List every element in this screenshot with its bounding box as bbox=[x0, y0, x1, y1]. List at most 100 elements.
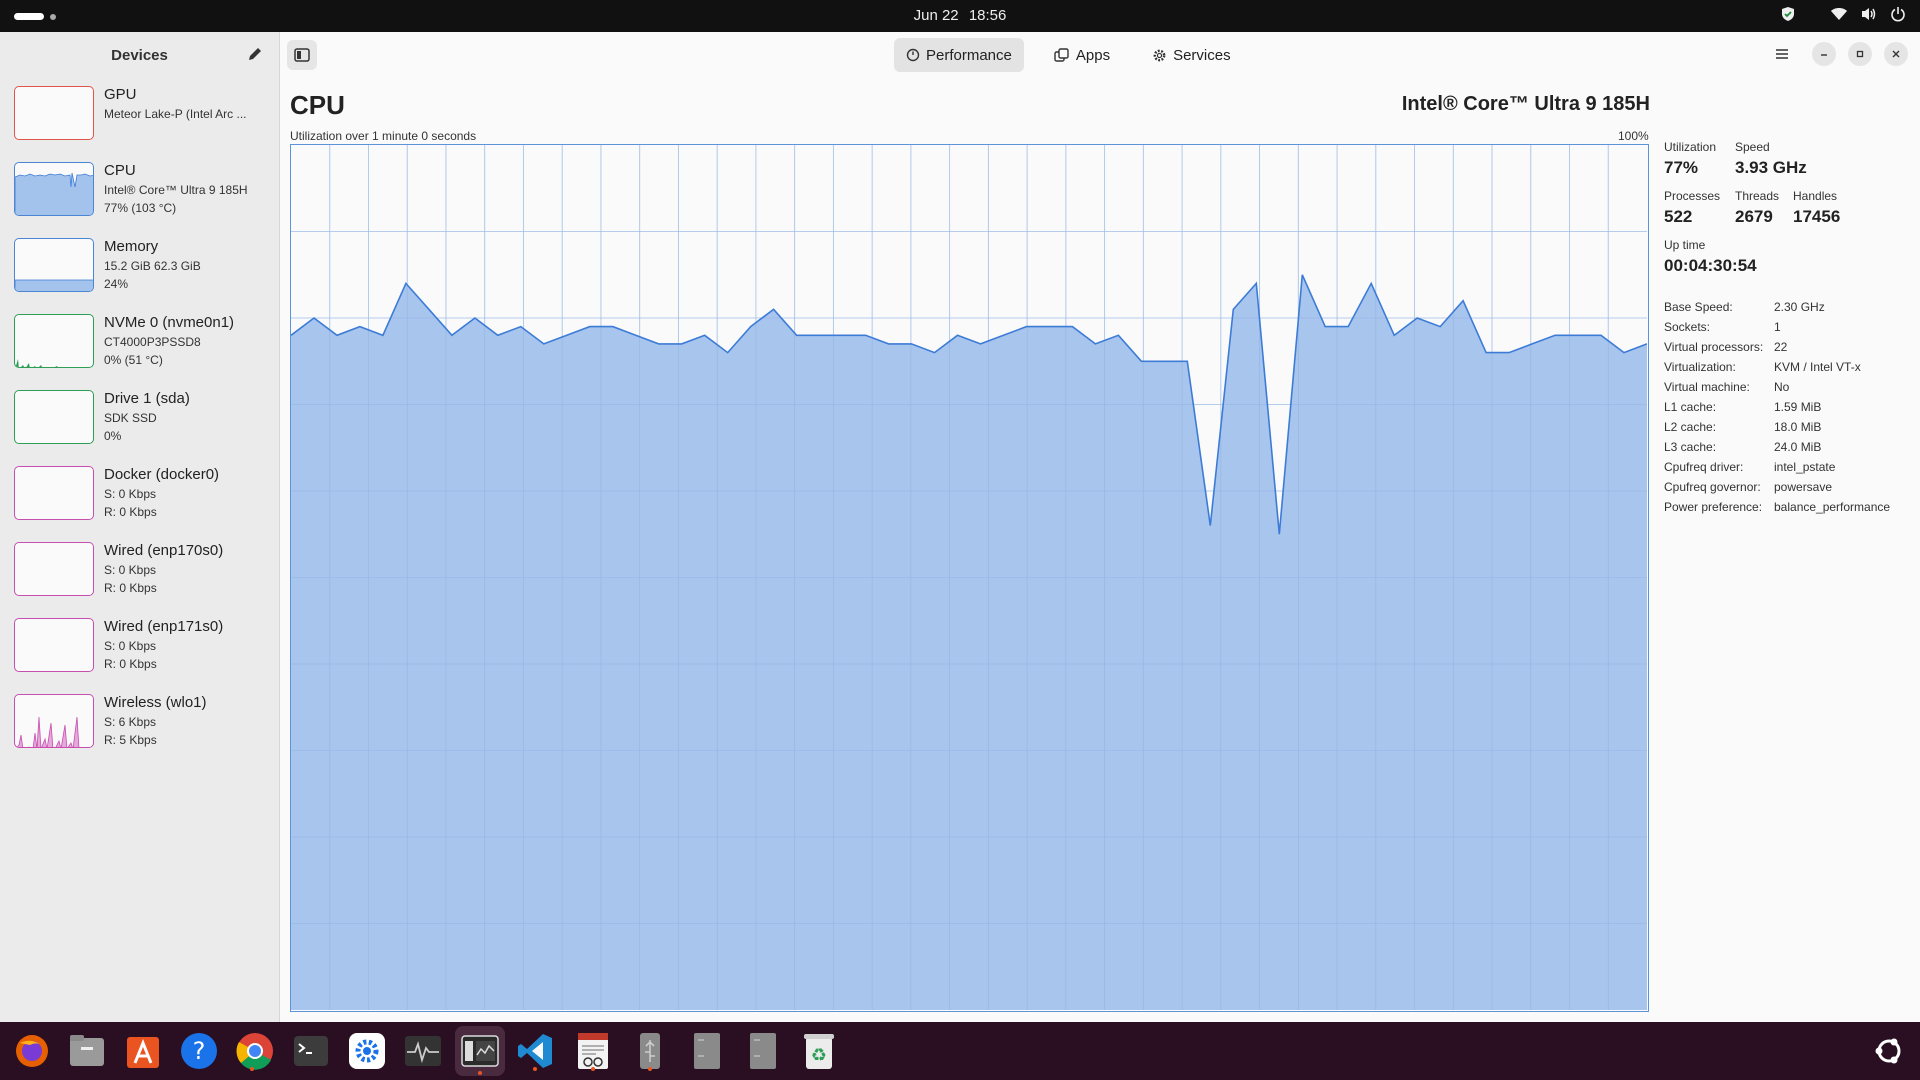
workspace-dot[interactable] bbox=[50, 14, 56, 20]
info-key: Virtualization: bbox=[1664, 360, 1736, 374]
help-icon[interactable]: ? bbox=[178, 1030, 220, 1072]
cpu-info-list: Base Speed: 2.30 GHz Sockets: 1 Virtual pr… bbox=[1664, 297, 1890, 517]
device-wireless[interactable]: Wireless (wlo1) S: 6 Kbps R: 5 Kbps bbox=[0, 686, 279, 762]
firefox-icon[interactable] bbox=[11, 1030, 53, 1072]
minimize-button[interactable] bbox=[1812, 42, 1836, 66]
info-value: KVM / Intel VT-x bbox=[1774, 360, 1861, 374]
device-receive-rate: R: 0 Kbps bbox=[104, 505, 157, 519]
system-tray[interactable] bbox=[1780, 6, 1906, 22]
device-graph-thumbnail bbox=[14, 618, 94, 672]
device-name: NVMe 0 (nvme0n1) bbox=[104, 314, 235, 331]
device-name: Drive 1 (sda) bbox=[104, 390, 190, 407]
maximize-button[interactable] bbox=[1848, 42, 1872, 66]
stat-label: Handles bbox=[1793, 189, 1838, 203]
device-docker[interactable]: Docker (docker0) S: 0 Kbps R: 0 Kbps bbox=[0, 458, 279, 534]
hamburger-icon bbox=[1776, 49, 1788, 59]
usb-icon[interactable] bbox=[629, 1030, 671, 1072]
info-value: intel_pstate bbox=[1774, 460, 1836, 474]
info-value: balance_performance bbox=[1774, 500, 1891, 514]
device-receive-rate: R: 0 Kbps bbox=[104, 657, 157, 671]
chrome-icon[interactable] bbox=[234, 1030, 276, 1072]
restore-icon bbox=[1856, 50, 1864, 58]
vscode-icon[interactable] bbox=[514, 1030, 556, 1072]
resources-icon[interactable] bbox=[455, 1026, 505, 1076]
stat-handles: Handles 17456 bbox=[1793, 189, 1840, 227]
document-viewer-icon[interactable] bbox=[572, 1030, 614, 1072]
device-send-rate: S: 0 Kbps bbox=[104, 563, 157, 577]
info-row: Cpufreq driver: intel_pstate bbox=[1664, 457, 1890, 477]
info-value: 1.59 MiB bbox=[1774, 400, 1822, 414]
device-wired-171[interactable]: Wired (enp171s0) S: 0 Kbps R: 0 Kbps bbox=[0, 610, 279, 686]
settings-icon[interactable] bbox=[346, 1030, 388, 1072]
graph-max-label: 100% bbox=[1618, 129, 1649, 143]
volume-icon[interactable] bbox=[1860, 6, 1878, 22]
device-name: Wired (enp171s0) bbox=[104, 618, 224, 635]
running-indicator bbox=[648, 1067, 652, 1071]
app-center-icon[interactable] bbox=[122, 1030, 164, 1072]
close-button[interactable] bbox=[1884, 42, 1908, 66]
device-wired-170[interactable]: Wired (enp170s0) S: 0 Kbps R: 0 Kbps bbox=[0, 534, 279, 610]
info-value: 22 bbox=[1774, 340, 1788, 354]
trash-icon[interactable]: ♻ bbox=[798, 1030, 840, 1072]
tab-performance[interactable]: Performance bbox=[894, 38, 1024, 72]
info-key: L2 cache: bbox=[1664, 420, 1717, 434]
device-name: Docker (docker0) bbox=[104, 466, 220, 483]
workspace-indicator[interactable] bbox=[14, 13, 44, 20]
gauge-icon bbox=[906, 48, 920, 62]
device-drive[interactable]: Drive 1 (sda) SDK SSD 0% bbox=[0, 382, 279, 458]
info-key: Cpufreq driver: bbox=[1664, 460, 1744, 474]
main-menu-button[interactable] bbox=[1770, 42, 1794, 66]
device-graph-thumbnail bbox=[14, 542, 94, 596]
device-gpu[interactable]: GPU Meteor Lake-P (Intel Arc ... bbox=[0, 78, 279, 154]
info-value: No bbox=[1774, 380, 1790, 394]
top-bar: Jun 22 18:56 bbox=[0, 0, 1920, 32]
stat-label: Processes bbox=[1664, 189, 1721, 203]
system-monitor-icon[interactable] bbox=[402, 1030, 444, 1072]
info-row: Power preference: balance_performance bbox=[1664, 497, 1890, 517]
device-graph-thumbnail bbox=[14, 466, 94, 520]
device-name: CPU bbox=[104, 162, 136, 179]
device-usage: 24% bbox=[104, 277, 129, 291]
device-usage: 0% bbox=[104, 429, 122, 443]
files-icon[interactable] bbox=[66, 1030, 108, 1072]
device-graph-thumbnail bbox=[14, 238, 94, 292]
stat-label: Threads bbox=[1735, 189, 1780, 203]
stat-value: 522 bbox=[1664, 207, 1693, 226]
sidebar-toggle-button[interactable] bbox=[287, 40, 317, 70]
stat-value: 00:04:30:54 bbox=[1664, 256, 1757, 275]
info-key: Virtual machine: bbox=[1664, 380, 1750, 394]
close-icon bbox=[1892, 50, 1900, 58]
minimize-icon bbox=[1821, 54, 1827, 56]
edit-icon[interactable] bbox=[247, 46, 263, 66]
tab-label: Performance bbox=[926, 46, 1012, 64]
device-cpu[interactable]: CPU Intel® Core™ Ultra 9 185H 77% (103 °… bbox=[0, 154, 279, 230]
drive-icon[interactable] bbox=[742, 1030, 784, 1072]
power-icon[interactable] bbox=[1890, 6, 1906, 22]
info-row: Virtual processors: 22 bbox=[1664, 337, 1890, 357]
terminal-icon[interactable] bbox=[290, 1030, 332, 1072]
device-nvme[interactable]: NVMe 0 (nvme0n1) CT4000P3PSSD8 0% (51 °C… bbox=[0, 306, 279, 382]
info-row: L2 cache: 18.0 MiB bbox=[1664, 417, 1890, 437]
stat-utilization: Utilization 77% bbox=[1664, 140, 1716, 178]
ubuntu-icon[interactable] bbox=[1868, 1030, 1910, 1072]
clock[interactable]: Jun 22 18:56 bbox=[0, 7, 1920, 24]
device-memory[interactable]: Memory 15.2 GiB 62.3 GiB 24% bbox=[0, 230, 279, 306]
wifi-icon[interactable] bbox=[1830, 6, 1848, 22]
drive-icon[interactable] bbox=[686, 1030, 728, 1072]
devices-sidebar: Devices GPU Meteor Lake-P (Intel Arc ...… bbox=[0, 32, 280, 1022]
page-title: CPU bbox=[290, 90, 345, 120]
device-send-rate: S: 0 Kbps bbox=[104, 639, 157, 653]
sidebar-toggle-icon bbox=[294, 48, 310, 62]
tab-services[interactable]: Services bbox=[1140, 38, 1243, 72]
info-value: 1 bbox=[1774, 320, 1781, 334]
shield-icon[interactable] bbox=[1780, 6, 1796, 22]
info-row: Virtual machine: No bbox=[1664, 377, 1890, 397]
device-send-rate: S: 0 Kbps bbox=[104, 487, 157, 501]
svg-text:♻: ♻ bbox=[811, 1045, 827, 1066]
device-detail: Intel® Core™ Ultra 9 185H bbox=[104, 183, 248, 197]
stat-speed: Speed 3.93 GHz bbox=[1735, 140, 1807, 178]
main-panel: Performance Apps Services bbox=[281, 32, 1920, 1022]
tab-apps[interactable]: Apps bbox=[1042, 38, 1122, 72]
device-name: Wireless (wlo1) bbox=[104, 694, 207, 711]
device-usage: 77% (103 °C) bbox=[104, 201, 177, 215]
